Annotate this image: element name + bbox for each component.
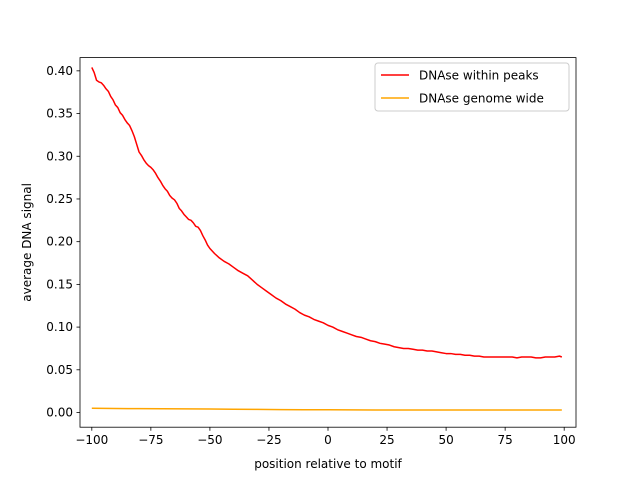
- legend-label-genome-wide: DNAse genome wide: [419, 92, 544, 106]
- plot-area: [80, 57, 576, 428]
- y-tick-label: 0.15: [46, 277, 73, 291]
- y-tick-label: 0.35: [46, 107, 73, 121]
- series-line-genome-wide: [91, 407, 562, 411]
- y-tick-label: 0.25: [46, 192, 73, 206]
- legend-frame: [374, 62, 570, 112]
- x-axis-label: position relative to motif: [254, 457, 402, 471]
- y-tick-label: 0.30: [46, 149, 73, 163]
- x-ticks: −100 −75 −50 −25 0 25 50 75 100: [75, 427, 576, 447]
- legend: DNAse within peaks DNAse genome wide: [374, 62, 570, 112]
- series-line-within-peaks: [91, 67, 563, 359]
- x-tick-label: 25: [379, 433, 394, 447]
- y-tick-label: 0.05: [46, 363, 73, 377]
- y-ticks: 0.00 0.05 0.10 0.15 0.20 0.25 0.30 0.35 0.40: [46, 64, 80, 420]
- y-tick-label: 0.00: [46, 406, 73, 420]
- x-tick-label: 100: [553, 433, 576, 447]
- x-tick-label: −75: [138, 433, 163, 447]
- series-layer: [91, 67, 563, 411]
- y-tick-label: 0.20: [46, 235, 73, 249]
- x-tick-label: −50: [197, 433, 222, 447]
- x-tick-label: 75: [498, 433, 513, 447]
- x-tick-label: −100: [75, 433, 108, 447]
- y-axis-label: average DNA signal: [20, 183, 34, 302]
- y-tick-label: 0.40: [46, 64, 73, 78]
- x-tick-label: 0: [324, 433, 332, 447]
- x-tick-label: 50: [438, 433, 453, 447]
- legend-label-within-peaks: DNAse within peaks: [419, 69, 539, 83]
- x-tick-label: −25: [256, 433, 281, 447]
- y-tick-label: 0.10: [46, 320, 73, 334]
